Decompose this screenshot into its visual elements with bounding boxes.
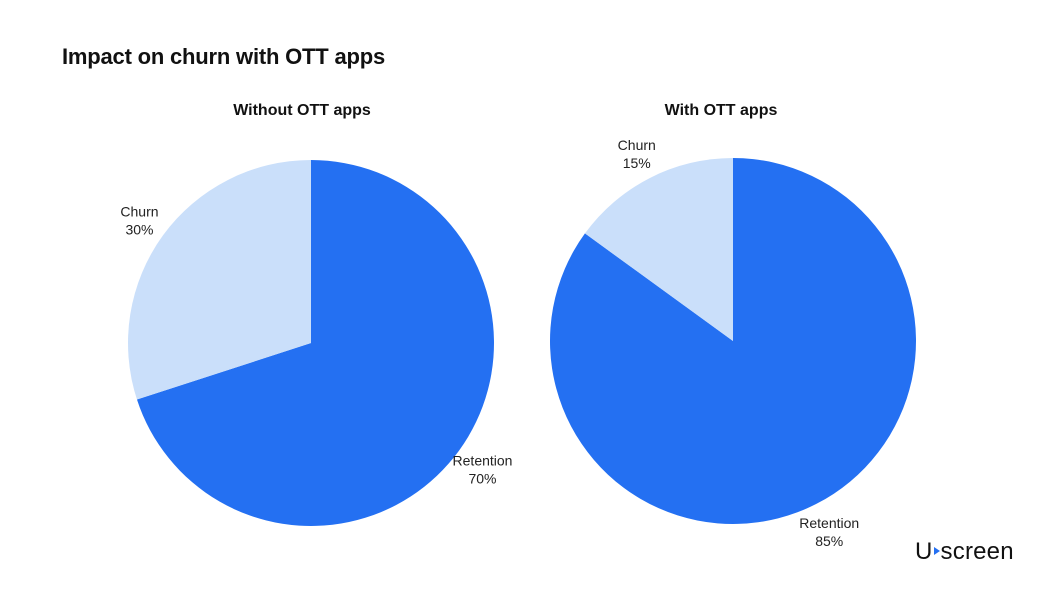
chart-title-with-ott: With OTT apps: [664, 102, 778, 119]
logo-text-left: U: [915, 538, 933, 565]
play-icon: [933, 547, 940, 555]
page-title: Impact on churn with OTT apps: [62, 44, 385, 69]
chart-title-without-ott: Without OTT apps: [233, 102, 371, 119]
with-ott-label-churn: Churn: [618, 137, 656, 153]
with-ott-slice-churn: [584, 158, 733, 341]
with-ott-value-retention: 85%: [815, 533, 843, 549]
without-ott-value-churn: 30%: [125, 221, 153, 237]
without-ott-value-retention: 70%: [468, 471, 496, 487]
without-ott-slice-retention: [136, 160, 494, 526]
without-ott-label-retention: Retention: [453, 453, 513, 469]
with-ott-label-retention: Retention: [799, 515, 859, 531]
with-ott-value-churn: 15%: [623, 155, 651, 171]
logo-text-right: screen: [940, 538, 1014, 565]
uscreen-logo: U screen: [915, 538, 1014, 566]
without-ott-slice-churn: [128, 160, 311, 400]
without-ott-label-churn: Churn: [120, 203, 158, 219]
